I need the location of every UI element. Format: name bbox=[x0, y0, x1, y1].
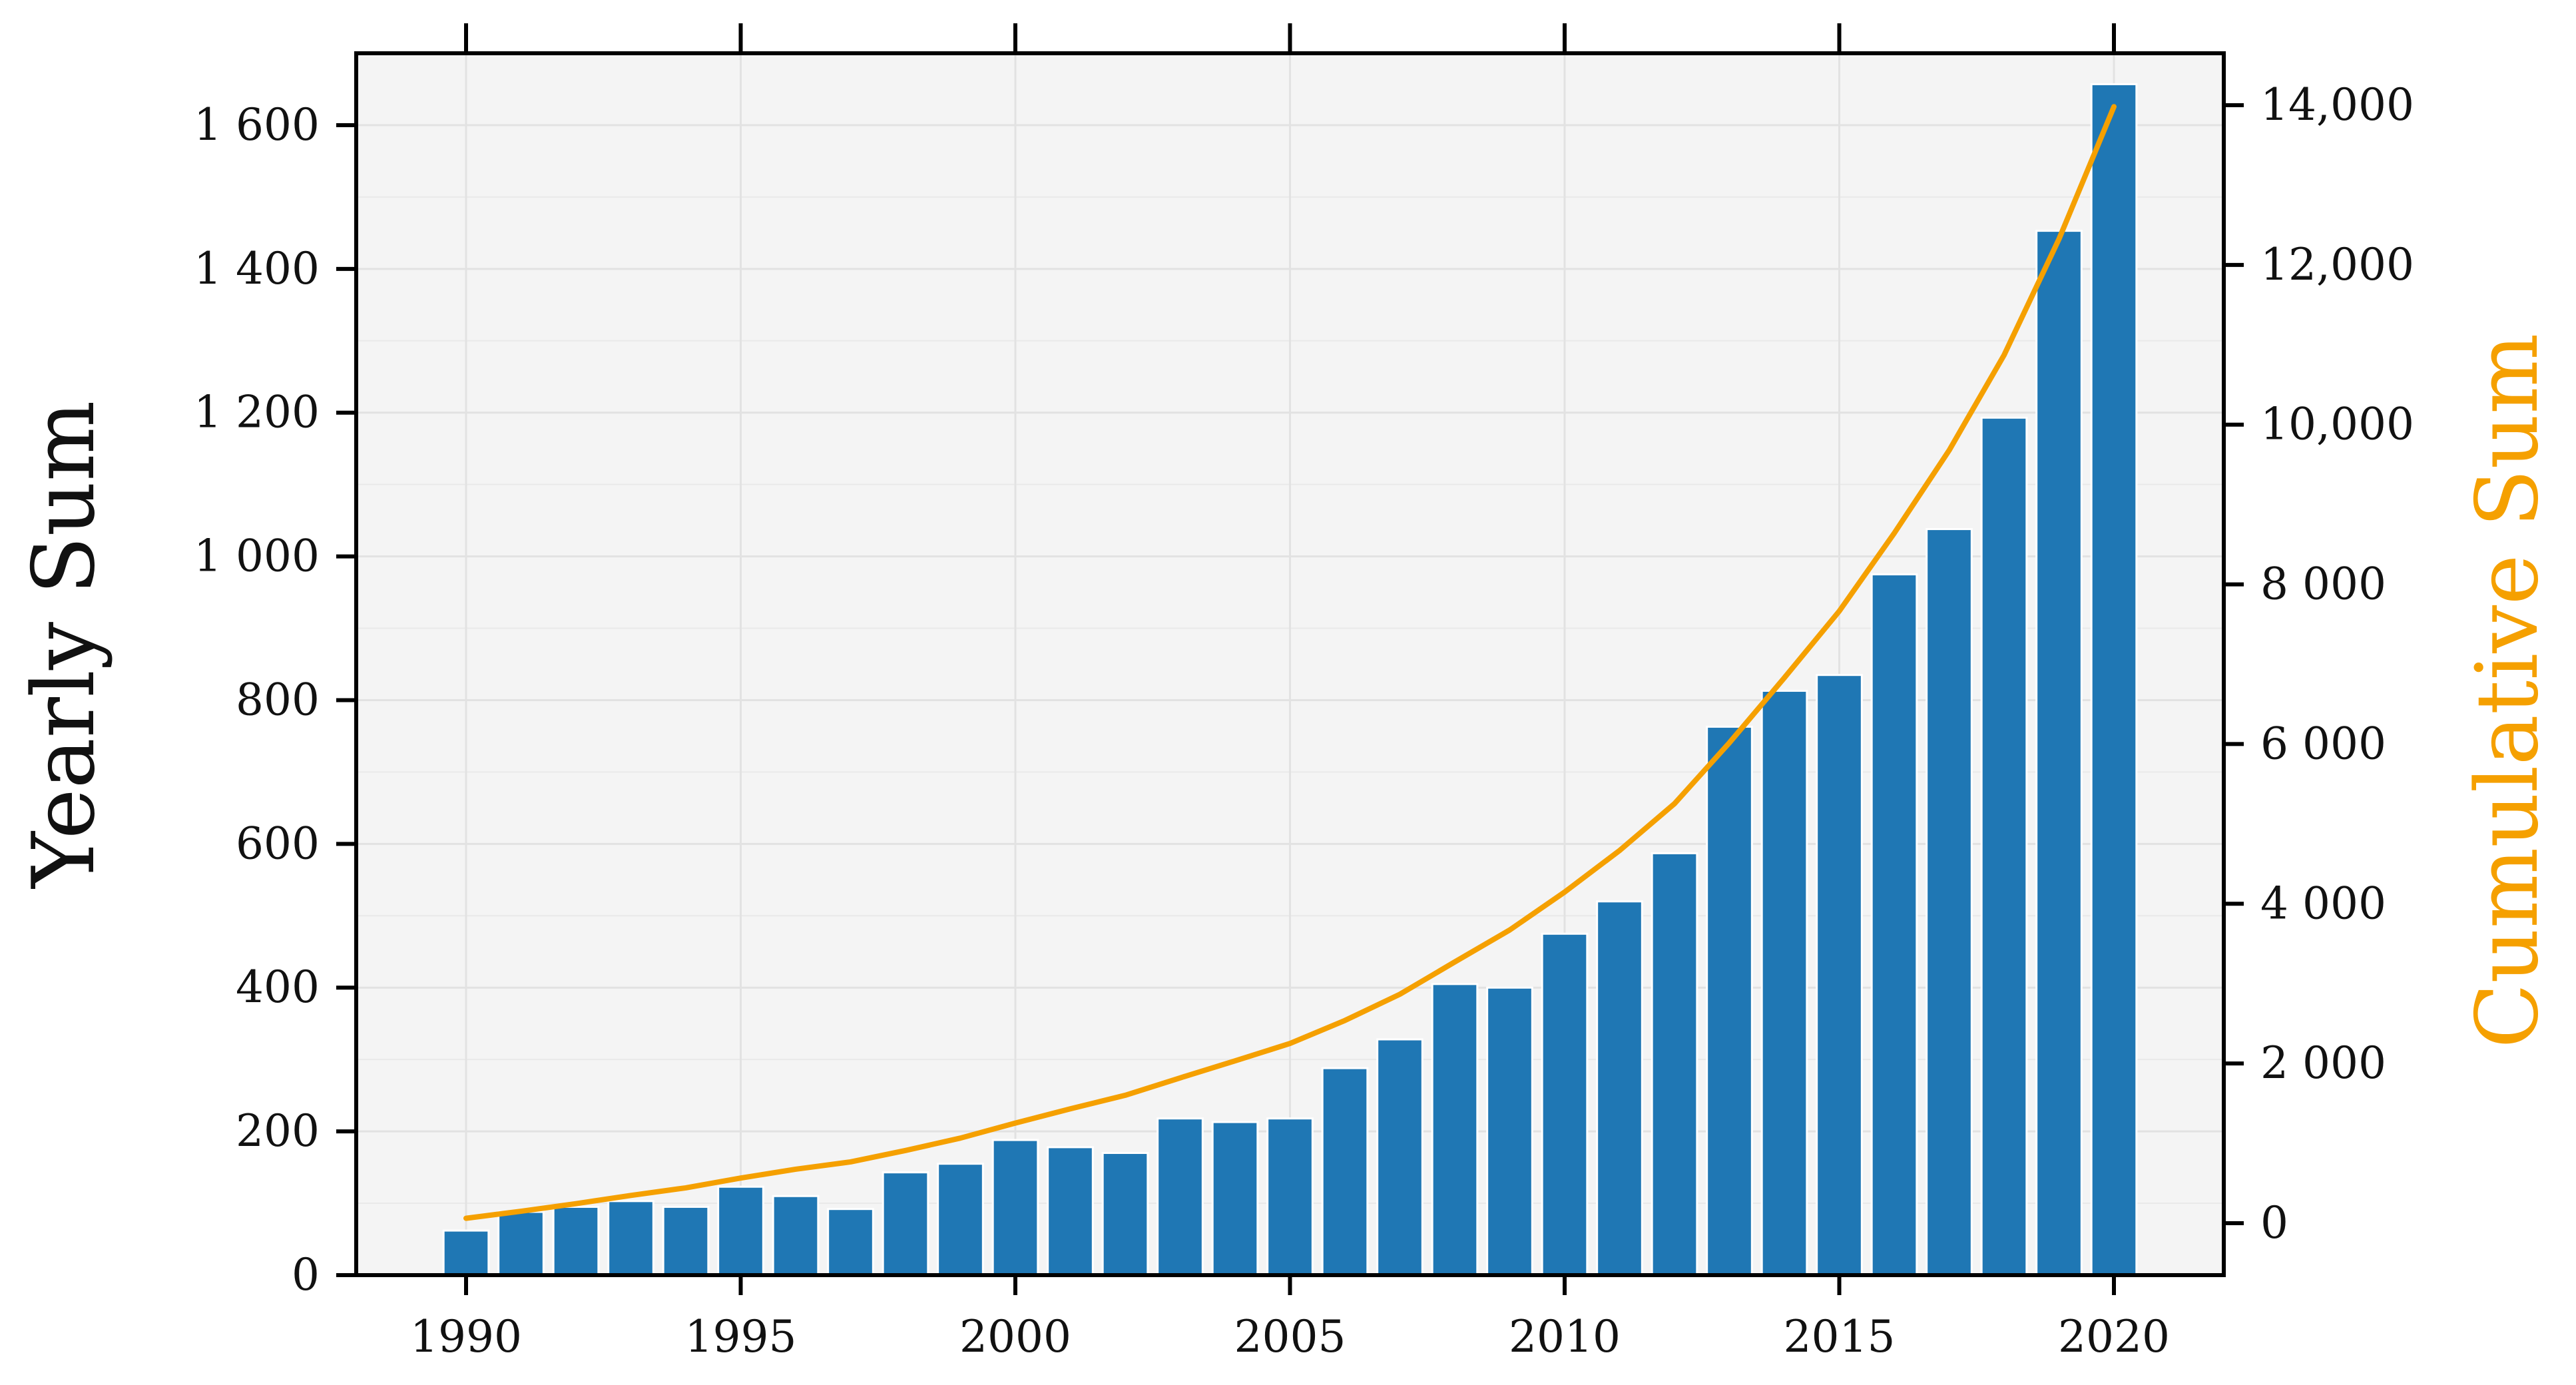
bar-2004 bbox=[1211, 1121, 1259, 1276]
y-tick-label: 1 000 bbox=[194, 531, 320, 582]
y2-tick-label: 14,000 bbox=[2260, 79, 2414, 131]
y-axis-title-right: Cumulative Sum bbox=[2458, 333, 2557, 1048]
bar-2011 bbox=[1596, 900, 1643, 1276]
bar-2015 bbox=[1816, 674, 1863, 1276]
bar-1996 bbox=[772, 1195, 820, 1276]
bar-2000 bbox=[991, 1139, 1039, 1276]
bar-2006 bbox=[1321, 1067, 1369, 1276]
y2-tick-label: 2 000 bbox=[2260, 1037, 2386, 1089]
y-tick-label: 1 600 bbox=[194, 99, 320, 150]
x-tick-label: 2020 bbox=[2058, 1311, 2170, 1362]
cumulative-sum-line bbox=[463, 104, 2117, 1221]
x-tick-label: 1995 bbox=[685, 1311, 797, 1362]
bar-1994 bbox=[662, 1205, 710, 1276]
y2-tick-label: 6 000 bbox=[2260, 718, 2386, 769]
bar-2001 bbox=[1047, 1146, 1094, 1276]
y-tick-label: 200 bbox=[236, 1105, 320, 1157]
bar-1990 bbox=[442, 1229, 490, 1276]
bar-2014 bbox=[1760, 689, 1808, 1276]
bar-2016 bbox=[1870, 573, 1918, 1276]
bar-2007 bbox=[1376, 1038, 1423, 1276]
y2-tick-label: 8 000 bbox=[2260, 559, 2386, 610]
bar-1991 bbox=[497, 1211, 545, 1276]
y2-tick-label: 4 000 bbox=[2260, 878, 2386, 929]
bar-1995 bbox=[717, 1185, 764, 1276]
bar-1997 bbox=[827, 1208, 874, 1276]
bar-1998 bbox=[882, 1171, 929, 1276]
bar-series bbox=[442, 83, 2138, 1276]
y2-tick-label: 12,000 bbox=[2260, 239, 2414, 290]
y-axis-left: 0 200 400 600 800 1 000 1 200 1 400 1 600 bbox=[194, 99, 356, 1300]
y-tick-label: 800 bbox=[236, 674, 320, 725]
y-tick-label: 1 200 bbox=[194, 387, 320, 438]
bar-2002 bbox=[1101, 1152, 1149, 1276]
y-tick-label: 400 bbox=[236, 962, 320, 1013]
bar-1993 bbox=[607, 1200, 654, 1276]
y2-tick-label: 10,000 bbox=[2260, 399, 2414, 450]
bar-2010 bbox=[1541, 932, 1589, 1276]
bar-2013 bbox=[1706, 725, 1753, 1276]
bar-2017 bbox=[1926, 528, 1973, 1276]
bar-2003 bbox=[1157, 1117, 1204, 1276]
bar-2018 bbox=[1980, 416, 2028, 1276]
y-tick-label: 0 bbox=[292, 1249, 320, 1300]
x-tick-label: 2005 bbox=[1234, 1311, 1346, 1362]
bar-2008 bbox=[1431, 983, 1479, 1276]
bar-2005 bbox=[1266, 1117, 1314, 1276]
x-tick-label: 2010 bbox=[1509, 1311, 1621, 1362]
bar-2020 bbox=[2090, 83, 2138, 1276]
y-tick-label: 600 bbox=[236, 818, 320, 869]
bar-1999 bbox=[937, 1163, 984, 1276]
bar-2012 bbox=[1651, 852, 1698, 1276]
y2-tick-label: 0 bbox=[2260, 1197, 2288, 1248]
bar-2009 bbox=[1486, 986, 1533, 1276]
x-tick-label: 1990 bbox=[410, 1311, 522, 1362]
x-tick-label: 2015 bbox=[1784, 1311, 1896, 1362]
x-tick-label: 2000 bbox=[959, 1311, 1071, 1362]
y-axis-title-left: Yearly Sum bbox=[15, 400, 114, 889]
bar-2019 bbox=[2035, 230, 2083, 1276]
x-axis: 1990 1995 2000 2005 2010 2015 2020 bbox=[410, 23, 2170, 1362]
y-axis-right: 0 2 000 4 000 6 000 8 000 10,000 12,000 14,000 bbox=[2224, 79, 2414, 1248]
y-tick-label: 1 400 bbox=[194, 243, 320, 294]
bar-1992 bbox=[552, 1205, 600, 1276]
